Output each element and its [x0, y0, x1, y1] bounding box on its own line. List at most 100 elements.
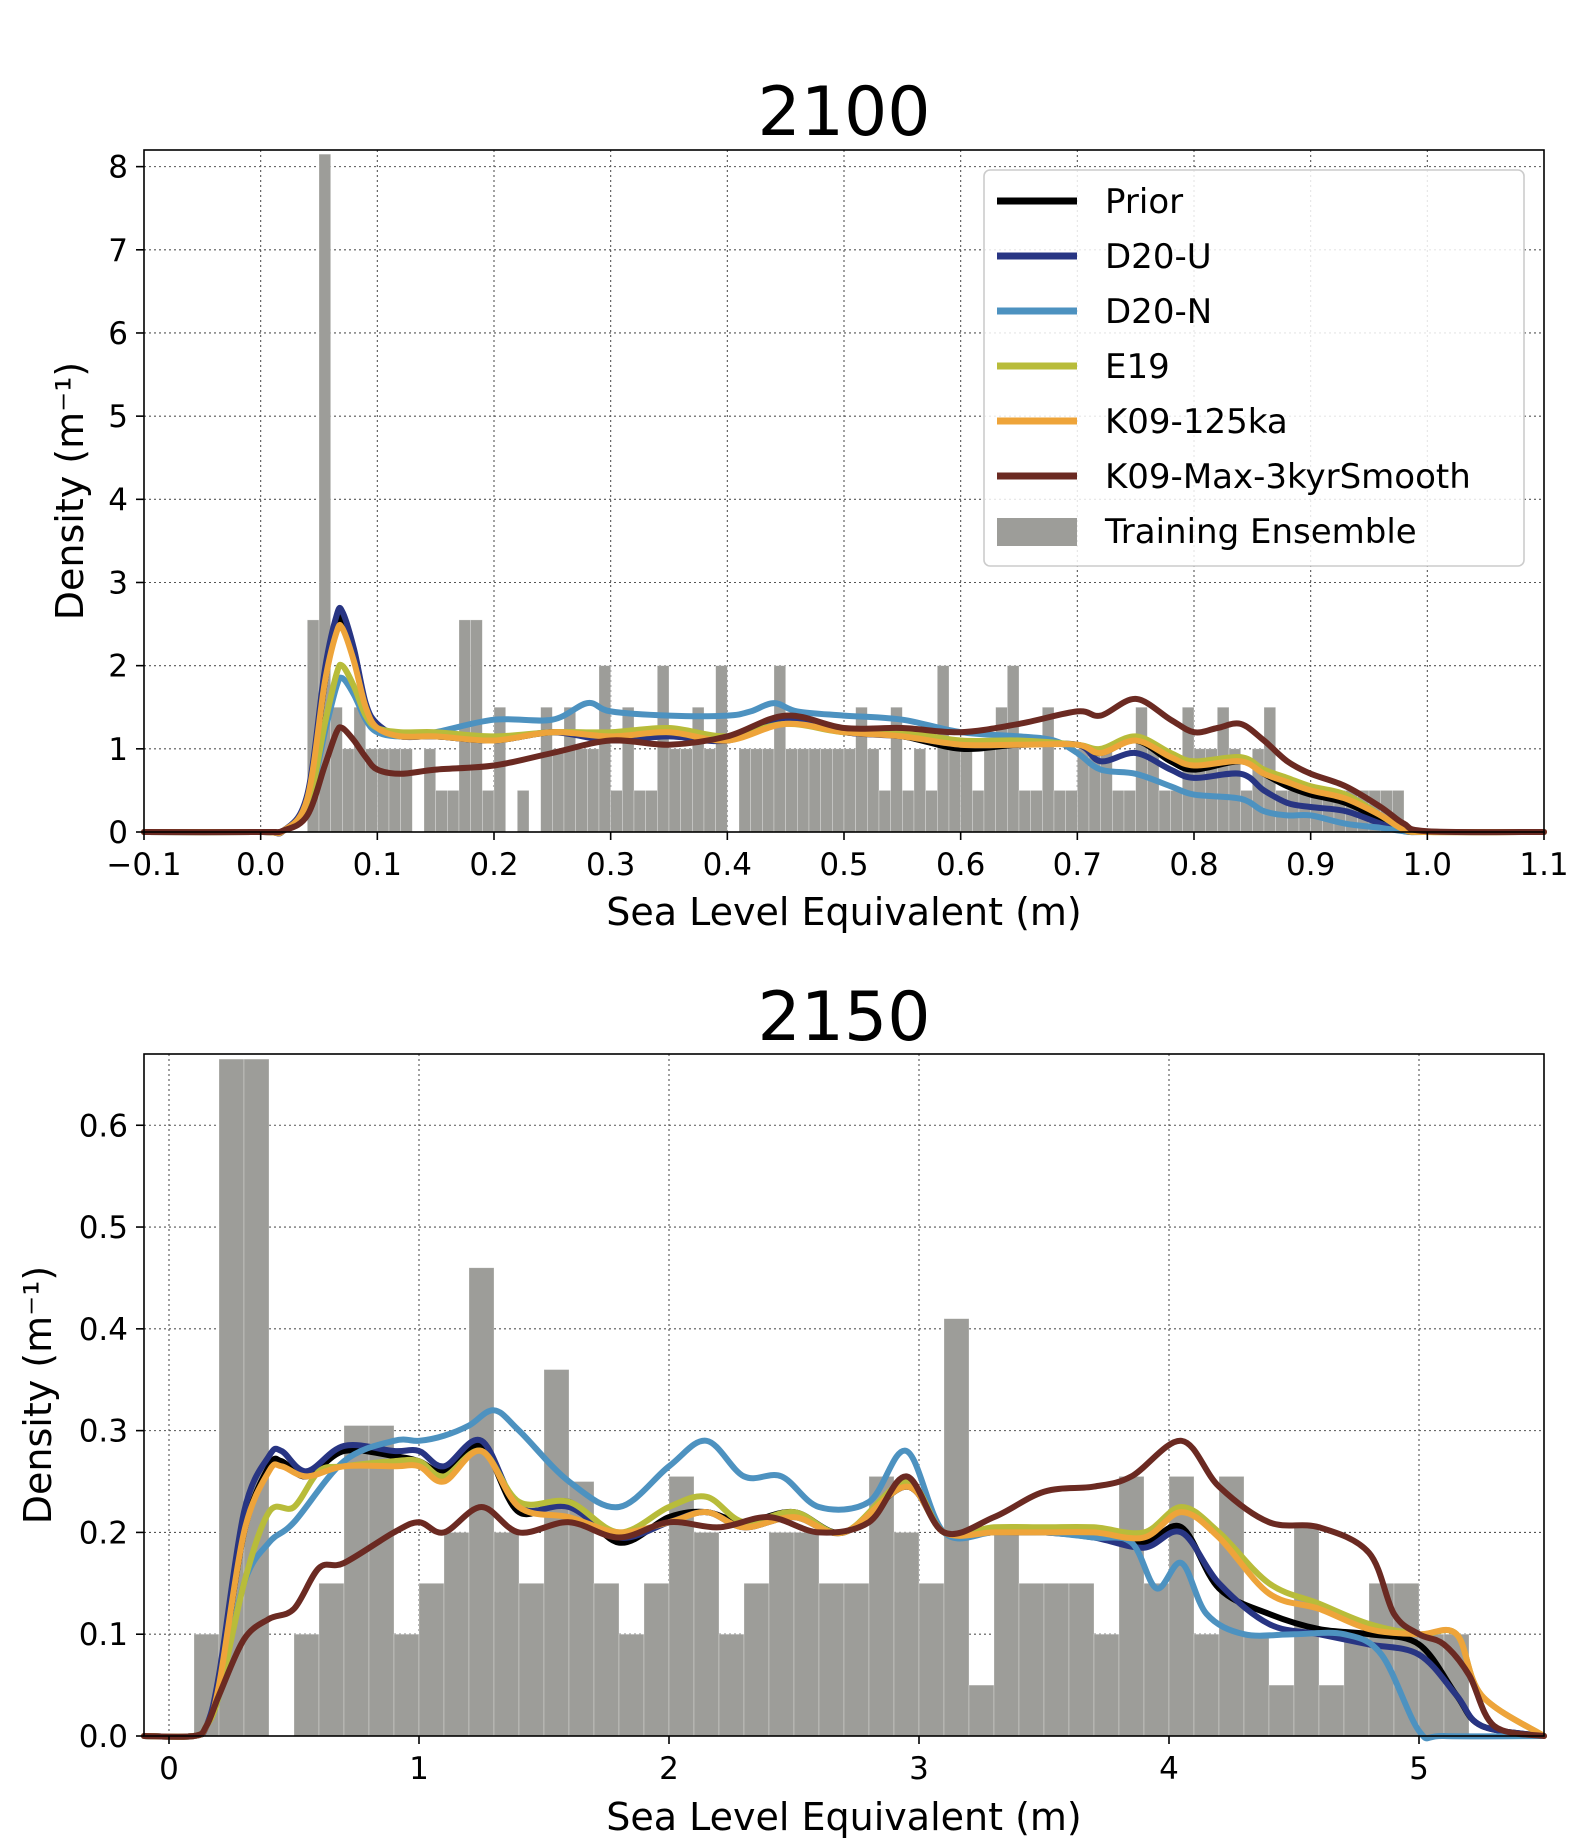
x-tick-label: 0.2 — [469, 847, 518, 883]
histogram-bar — [968, 1684, 995, 1737]
histogram-bar — [563, 706, 576, 833]
histogram-bar — [540, 706, 553, 833]
histogram-bar — [1170, 790, 1183, 833]
histogram-bar — [518, 1583, 545, 1737]
density-curves — [141, 1407, 1547, 1742]
histogram-bar — [1287, 790, 1300, 833]
x-tick-label: 0 — [159, 1751, 179, 1787]
histogram-bar — [993, 1527, 1020, 1737]
training-ensemble-histogram — [307, 153, 1405, 833]
histogram-bar — [972, 790, 985, 833]
legend-label-prior: Prior — [1105, 182, 1183, 222]
histogram-bar — [1068, 1583, 1095, 1737]
histogram-bar — [610, 790, 623, 833]
histogram-bar — [543, 1369, 570, 1737]
histogram-bar — [983, 748, 996, 833]
histogram-bar — [517, 790, 530, 833]
histogram-bar — [750, 748, 763, 833]
histogram-bar — [718, 1633, 745, 1737]
legend-swatch-training-ensemble — [997, 518, 1077, 546]
histogram-bar — [703, 748, 716, 833]
histogram-bar — [1112, 790, 1125, 833]
histogram-bar — [1018, 790, 1031, 833]
histogram-bar — [1093, 1633, 1120, 1737]
histogram-bar — [1007, 665, 1020, 833]
series-line-d20-u — [141, 604, 1547, 837]
y-tick-label: 6 — [108, 316, 128, 352]
histogram-bar — [493, 706, 506, 833]
y-tick-label: 4 — [108, 482, 128, 518]
x-tick-label: 2 — [659, 1751, 679, 1787]
histogram-bar — [443, 1532, 470, 1737]
x-tick-label: 1.0 — [1403, 847, 1452, 883]
series-line-k09-max-3kyrsmooth — [141, 1437, 1547, 1740]
histogram-bar — [400, 748, 413, 833]
y-axis-label: Density (m⁻¹) — [48, 362, 92, 621]
histogram-bar — [878, 790, 891, 833]
histogram-bar — [1243, 1633, 1270, 1737]
histogram-bar — [692, 706, 705, 833]
histogram-bar — [1118, 1476, 1145, 1737]
histogram-bar — [1135, 706, 1148, 833]
histogram-bar — [1042, 706, 1055, 833]
legend-label-d20-u: D20-U — [1105, 237, 1212, 277]
x-tick-label: 0.5 — [819, 847, 868, 883]
histogram-bar — [343, 1425, 370, 1737]
chart-title: 2150 — [757, 978, 930, 1057]
histogram-bar — [785, 748, 798, 833]
y-tick-label: 2 — [108, 649, 128, 685]
y-tick-label: 3 — [108, 565, 128, 601]
histogram-bar — [820, 748, 833, 833]
histogram-bar — [482, 790, 495, 833]
legend-frame — [983, 169, 1525, 567]
histogram-bar — [1268, 1684, 1295, 1737]
series-line-k09-125ka — [141, 622, 1547, 837]
series-line-d20-n — [141, 674, 1547, 836]
y-tick-label: 0.3 — [79, 1414, 128, 1450]
histogram-bar — [377, 748, 390, 833]
histogram-bar — [1168, 1476, 1195, 1737]
histogram-bar — [1158, 790, 1171, 833]
histogram-bar — [818, 1583, 845, 1737]
histogram-bar — [960, 748, 973, 833]
histogram-bar — [1193, 1633, 1220, 1737]
histogram-bar — [715, 665, 728, 833]
histogram-bar — [808, 748, 821, 833]
histogram-bar — [622, 706, 635, 833]
x-tick-label: 5 — [1409, 1751, 1429, 1787]
series-line-d20-n — [141, 1407, 1547, 1742]
histogram-bar — [293, 1633, 320, 1737]
histogram-bar — [368, 1425, 395, 1737]
histogram-bar — [618, 1633, 645, 1737]
histogram-bar — [693, 1532, 720, 1737]
histogram-bar — [468, 1267, 495, 1737]
x-tick-label: 0.1 — [353, 847, 402, 883]
histogram-bar — [552, 748, 565, 833]
histogram-bar — [913, 748, 926, 833]
y-tick-label: 0.6 — [79, 1108, 128, 1144]
histogram-bar — [447, 790, 460, 833]
x-tick-label: 0.3 — [586, 847, 635, 883]
histogram-bar — [768, 1532, 795, 1737]
histogram-bar — [435, 790, 448, 833]
histogram-bar — [773, 665, 786, 833]
y-tick-label: 0 — [108, 815, 128, 851]
chart-2150: 0 1 2 3 4 5 0.0 0.1 0.2 0.3 0.4 0.5 0.6 2150 Sea Lev… — [16, 978, 1547, 1839]
legend-label-d20-n: D20-N — [1105, 292, 1212, 332]
axis-ticks: −0.1 0.0 0.1 0.2 0.3 0.4 0.5 0.6 0.7 0.8 0.9 1.0 1.1… — [106, 150, 1568, 883]
histogram-bar — [353, 706, 366, 833]
histogram-bar — [843, 748, 856, 833]
x-axis-label: Sea Level Equivalent (m) — [606, 1795, 1081, 1839]
x-tick-label: 1 — [409, 1751, 429, 1787]
x-tick-label: 0.9 — [1286, 847, 1335, 883]
histogram-bar — [1043, 1583, 1070, 1737]
histogram-bar — [902, 790, 915, 833]
histogram-bar — [1318, 1684, 1345, 1737]
histogram-bar — [680, 748, 693, 833]
chart-2100: −0.1 0.0 0.1 0.2 0.3 0.4 0.5 0.6 0.7 0.8 0.9 1.0 1.1… — [48, 73, 1569, 934]
y-tick-label: 7 — [108, 233, 128, 269]
legend-label-e19: E19 — [1105, 347, 1170, 387]
x-tick-label: 3 — [909, 1751, 929, 1787]
histogram-bar — [657, 665, 670, 833]
